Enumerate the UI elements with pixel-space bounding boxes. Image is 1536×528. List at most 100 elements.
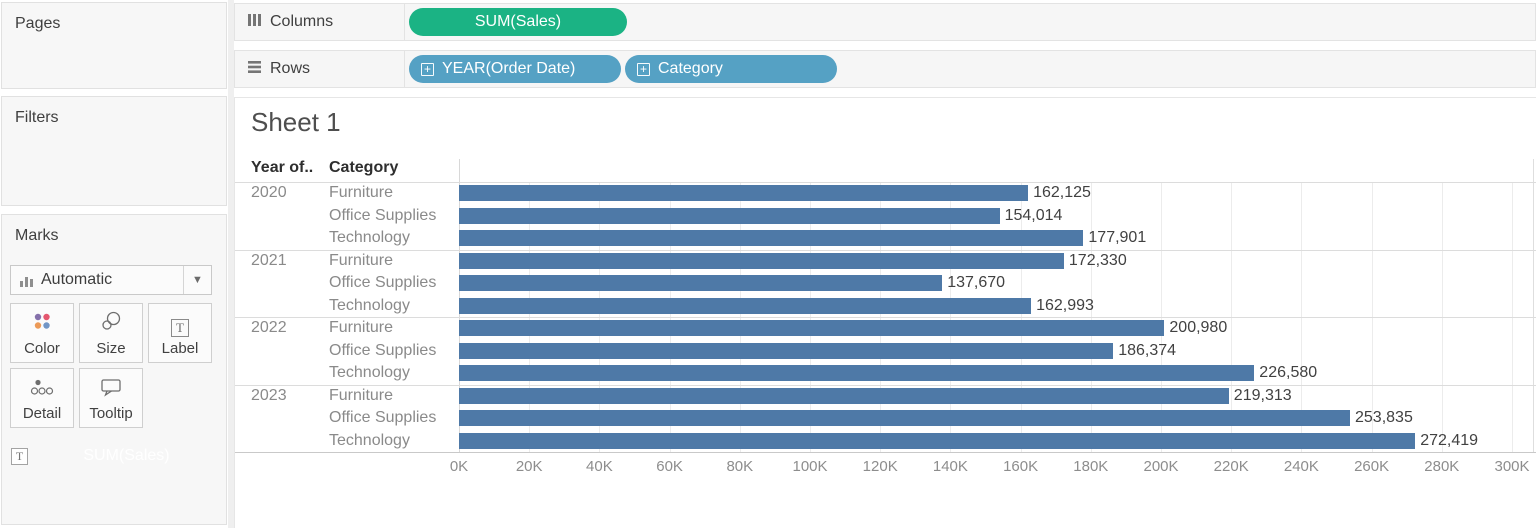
pill-label: SUM(Sales): [474, 13, 562, 30]
marks-sum-sales-pill[interactable]: SUM(Sales): [83, 447, 170, 464]
tooltip-button-label: Tooltip: [89, 405, 133, 422]
sales-bar-2022-technology[interactable]: [459, 365, 1255, 382]
axis-tick-label: 260K: [1354, 458, 1390, 475]
category-label: Office Supplies: [329, 341, 437, 359]
pill-label: Category: [658, 60, 723, 77]
tooltip-button[interactable]: Tooltip: [79, 368, 143, 428]
chart-row: 2023 Furniture 219,313: [235, 385, 1536, 408]
axis-tick-label: 240K: [1283, 458, 1319, 475]
bar-chart: Year of.. Category 0K 20K 40K 60K 80K 100K 120K 1…: [235, 159, 1536, 489]
bar-value-label: 154,014: [1004, 206, 1063, 224]
sales-bar-2020-office-supplies[interactable]: [459, 207, 1000, 224]
bar-value-label: 226,580: [1259, 364, 1318, 382]
label-button[interactable]: T Label: [148, 303, 212, 363]
text-encoding-icon: T: [11, 447, 28, 465]
bar-value-label: 219,313: [1233, 386, 1292, 404]
category-label: Office Supplies: [329, 409, 437, 426]
sidebar: Pages Filters Marks Automatic ▼ Color: [0, 0, 228, 528]
pill-sum-sales[interactable]: SUM(Sales): [409, 8, 627, 36]
category-label: Technology: [329, 364, 410, 381]
pill-category[interactable]: Category: [625, 55, 837, 83]
marks-encoding-row: T SUM(Sales): [11, 443, 216, 469]
mark-type-value: Automatic: [41, 271, 113, 288]
chart-row: 2021 Furniture 172,330: [235, 250, 1536, 273]
chart-row: Office Supplies 253,835: [235, 407, 1536, 430]
sales-bar-2022-office-supplies[interactable]: [459, 342, 1114, 359]
sales-bar-2021-technology[interactable]: [459, 297, 1032, 314]
color-button[interactable]: Color: [10, 303, 74, 363]
bar-area: 200,980: [459, 317, 1536, 340]
bar-area: 162,125: [459, 182, 1536, 205]
row-separator: [235, 249, 1536, 251]
row-separator: [235, 317, 1536, 318]
axis-tick-label: 200K: [1143, 458, 1179, 475]
year-column-header: Year of..: [251, 159, 314, 176]
axis-tick-label: 20K: [515, 458, 543, 475]
chart-row: Office Supplies 137,670: [235, 272, 1536, 295]
category-label: Technology: [329, 431, 410, 449]
bar-area: 272,419: [459, 430, 1536, 453]
chart-row: Technology 177,901: [235, 227, 1536, 250]
chart-row: 2022 Furniture 200,980: [235, 317, 1536, 340]
expand-plus-icon[interactable]: [637, 62, 650, 76]
bar-value-label: 137,670: [947, 274, 1006, 292]
columns-shelf-body[interactable]: SUM(Sales): [405, 3, 1536, 41]
chart-row: 2020 Furniture 162,125: [235, 182, 1536, 205]
sales-bar-2021-office-supplies[interactable]: [459, 275, 943, 292]
marks-card: Marks Automatic ▼ Color: [1, 214, 227, 525]
rows-shelf[interactable]: Rows YEAR(Order Date) Category: [234, 50, 1536, 88]
rows-label-text: Rows: [270, 60, 311, 77]
sales-bar-2023-office-supplies[interactable]: [459, 410, 1350, 427]
year-label: 2022: [251, 319, 287, 336]
row-separator: [235, 182, 1536, 183]
category-label: Furniture: [329, 184, 394, 201]
marks-buttons: Color Size T Label Detail: [10, 303, 214, 428]
category-label: Office Supplies: [329, 274, 437, 291]
columns-shelf[interactable]: Columns SUM(Sales): [234, 3, 1536, 41]
columns-shelf-label: Columns: [234, 3, 405, 41]
sales-bar-2023-furniture[interactable]: [459, 387, 1229, 404]
detail-button[interactable]: Detail: [10, 368, 74, 428]
category-column-header: Category: [329, 159, 399, 176]
axis-tick-label: 60K: [656, 458, 683, 475]
axis-tick-label: 140K: [932, 458, 968, 475]
expand-plus-icon[interactable]: [421, 62, 434, 76]
bar-value-label: 272,419: [1420, 431, 1479, 449]
bar-value-label: 162,993: [1036, 296, 1094, 314]
bar-value-label: 162,125: [1033, 184, 1091, 202]
sales-bar-2021-furniture[interactable]: [459, 252, 1064, 269]
chart-row: Office Supplies 186,374: [235, 340, 1536, 363]
detail-icon: [30, 378, 54, 402]
axis-tick-label: 80K: [726, 458, 754, 475]
filters-shelf[interactable]: Filters: [1, 96, 227, 206]
bar-value-label: 172,330: [1068, 251, 1127, 269]
pill-year-order-date[interactable]: YEAR(Order Date): [409, 55, 621, 83]
sales-bar-2020-technology[interactable]: [459, 230, 1084, 247]
filters-label: Filters: [15, 109, 59, 126]
category-label: Furniture: [329, 319, 394, 336]
sales-bar-2023-technology[interactable]: [459, 432, 1416, 449]
category-label: Technology: [329, 296, 410, 314]
bar-value-label: 200,980: [1169, 319, 1228, 337]
axis-tick-label: 300K: [1494, 458, 1530, 475]
text-label-icon: T: [171, 319, 189, 337]
bar-area: 172,330: [459, 250, 1536, 273]
year-label: [235, 295, 329, 318]
bar-area: 226,580: [459, 362, 1536, 385]
chevron-down-icon[interactable]: ▼: [183, 266, 211, 294]
size-button[interactable]: Size: [79, 303, 143, 363]
bar-value-label: 177,901: [1088, 229, 1147, 247]
axis-tick-label: 280K: [1424, 458, 1460, 475]
year-label: 2021: [251, 251, 287, 269]
year-label: [235, 205, 329, 228]
year-label: [235, 272, 329, 295]
worksheet-area: Columns SUM(Sales) Rows YEAR(Order Date)…: [234, 0, 1536, 528]
sales-bar-2022-furniture[interactable]: [459, 320, 1165, 337]
rows-shelf-body[interactable]: YEAR(Order Date) Category: [405, 50, 1536, 88]
pages-shelf[interactable]: Pages: [1, 2, 227, 89]
columns-icon: [248, 13, 261, 31]
sales-bar-2020-furniture[interactable]: [459, 185, 1029, 202]
bar-area: 137,670: [459, 272, 1536, 295]
mark-type-dropdown[interactable]: Automatic ▼: [10, 265, 212, 295]
axis-tick-label: 160K: [1003, 458, 1039, 475]
